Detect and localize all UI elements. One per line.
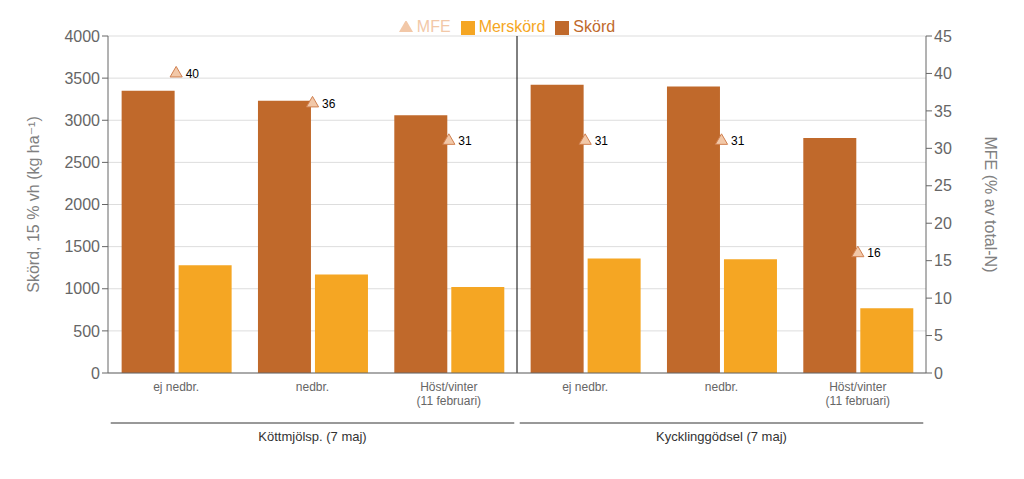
svg-text:1500: 1500	[64, 238, 100, 255]
svg-text:4000: 4000	[64, 28, 100, 45]
svg-text:10: 10	[934, 290, 952, 307]
svg-text:nedbr.: nedbr.	[296, 380, 329, 394]
svg-text:Höst/vinter(11 februari): Höst/vinter(11 februari)	[826, 380, 890, 408]
svg-text:nedbr.: nedbr.	[705, 380, 738, 394]
svg-text:3500: 3500	[64, 70, 100, 87]
svg-text:31: 31	[595, 134, 609, 148]
html-text:MFE: MFE	[416, 18, 451, 35]
svg-text:45: 45	[934, 28, 952, 45]
svg-text:Köttmjölsp. (7 maj): Köttmjölsp. (7 maj)	[258, 429, 366, 444]
svg-text:5: 5	[934, 327, 943, 344]
svg-text:40: 40	[186, 67, 200, 81]
svg-text:30: 30	[934, 140, 952, 157]
svg-text:Kycklinggödsel (7 maj): Kycklinggödsel (7 maj)	[656, 429, 787, 444]
svg-text:MFE (% av total-N): MFE (% av total-N)	[982, 136, 999, 272]
svg-text:36: 36	[322, 97, 336, 111]
svg-text:25: 25	[934, 177, 952, 194]
svg-text:0: 0	[934, 365, 943, 382]
svg-text:40: 40	[934, 65, 952, 82]
svg-text:500: 500	[73, 323, 100, 340]
svg-text:16: 16	[867, 246, 881, 260]
svg-text:Skörd, 15 % vh (kg ha⁻¹): Skörd, 15 % vh (kg ha⁻¹)	[25, 116, 42, 293]
svg-text:20: 20	[934, 215, 952, 232]
svg-text:15: 15	[934, 252, 952, 269]
svg-text:31: 31	[458, 134, 472, 148]
svg-text:2000: 2000	[64, 196, 100, 213]
html-text:Merskörd: Merskörd	[478, 18, 546, 35]
svg-text:2500: 2500	[64, 154, 100, 171]
svg-text:35: 35	[934, 103, 952, 120]
svg-text:3000: 3000	[64, 112, 100, 129]
html-text:Skörd: Skörd	[573, 18, 616, 35]
svg-text:31: 31	[731, 134, 745, 148]
svg-text:ej nedbr.: ej nedbr.	[153, 380, 199, 394]
svg-text:ej nedbr.: ej nedbr.	[562, 380, 608, 394]
svg-text:1000: 1000	[64, 280, 100, 297]
svg-text:0: 0	[91, 365, 100, 382]
svg-text:Höst/vinter(11 februari): Höst/vinter(11 februari)	[417, 380, 481, 408]
